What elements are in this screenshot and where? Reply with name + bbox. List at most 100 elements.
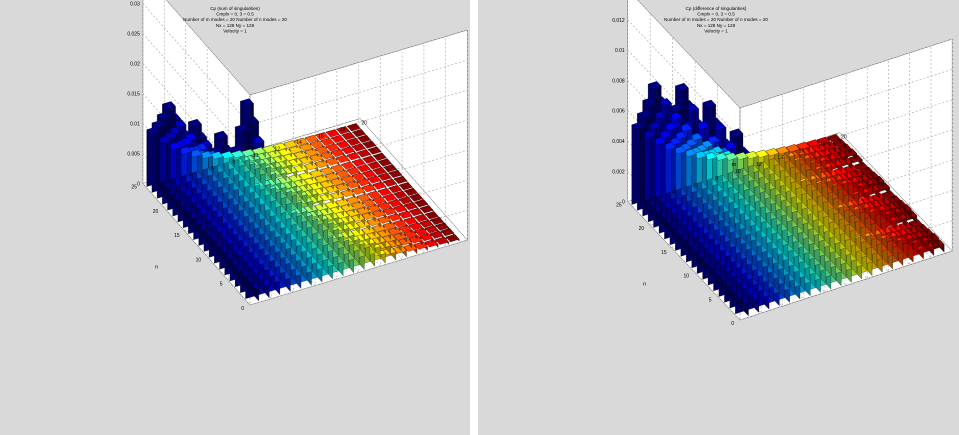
- z-tick-label: 0.025: [127, 31, 140, 37]
- x-tick-label: 2: [652, 197, 655, 203]
- bar-n16-m16: [325, 157, 340, 166]
- z-tick-label: 0.01: [615, 48, 625, 54]
- bar-n18-m18: [336, 140, 350, 149]
- bar-n11-m20: [393, 175, 408, 184]
- bar-n10-m20: [398, 182, 413, 191]
- bar-n5-m19: [414, 213, 429, 223]
- bar-n15-m20: [372, 152, 387, 161]
- y-tick-label: 25: [616, 203, 622, 209]
- tick-labels: 00.0020.0040.0060.0080.010.0120.01424681…: [612, 18, 847, 327]
- bar-n4-m16: [387, 227, 402, 237]
- bar-n6-m16: [377, 215, 392, 225]
- y-tick-label: 0: [731, 321, 734, 327]
- z-tick-label: 0.01: [130, 121, 140, 127]
- bar-series: [146, 98, 460, 302]
- bar-n12-m17: [356, 178, 371, 187]
- z-tick-label: 0.02: [130, 61, 140, 67]
- bar-n19-m15: [299, 143, 314, 152]
- bar-n17-m20: [362, 140, 377, 149]
- title-line-5: Velocity = 1: [223, 28, 247, 33]
- bar-n13-m19: [372, 166, 387, 176]
- title-line-2: Cmplx = 0, 3 = 0.5: [216, 12, 254, 17]
- bar-n12-m14: [325, 184, 339, 196]
- y-tick-label: 20: [153, 209, 159, 215]
- bar-n17-m17: [330, 148, 345, 157]
- bar-n13-m20: [383, 164, 398, 173]
- x-tick-label: 18: [820, 141, 826, 147]
- z-tick-label: 0.015: [127, 91, 140, 97]
- bar-n2-m19: [429, 230, 444, 239]
- bar-n9-m19: [393, 190, 408, 199]
- bar-n20-m19: [336, 126, 351, 135]
- bar-n11-m18: [372, 181, 387, 190]
- bar-n12-m15: [335, 182, 350, 193]
- bar-n16-m18: [346, 152, 361, 161]
- bar-n8-m18: [388, 199, 402, 208]
- y-gridline: [627, 0, 841, 203]
- bar-n3-m18: [414, 227, 428, 237]
- bar-n7-m19: [403, 201, 418, 211]
- y-axis-label: n: [643, 281, 646, 287]
- x-gridline: [818, 45, 932, 259]
- bar-n5-m17: [393, 219, 408, 228]
- bar-n5-m18: [403, 216, 418, 225]
- y-tick-label: 15: [661, 250, 667, 256]
- x-tick-label: 4: [189, 172, 192, 178]
- bar-n15-m14: [309, 169, 324, 178]
- x-gridline: [776, 59, 889, 273]
- x-tick-label: 10: [735, 169, 741, 175]
- bar-n18-m17: [325, 143, 340, 152]
- bar-n13-m18: [362, 169, 376, 178]
- bar-n17-m18: [341, 146, 356, 155]
- bar-n9-m14: [340, 203, 355, 214]
- bar-n19-m13: [278, 147, 293, 158]
- bar-n20-m13: [273, 142, 287, 152]
- tick-labels: 00.0050.010.0150.020.0250.030.0352468101…: [127, 1, 367, 312]
- figure-right: Cp (difference of singularities) Cmplx =…: [478, 0, 959, 435]
- title-line-2: Cmplx = 0, 3 = 0.5: [697, 12, 735, 17]
- x-tick-label: 10: [253, 153, 259, 159]
- x-tick-label: 8: [715, 176, 718, 182]
- bar-n3-m20: [435, 222, 450, 231]
- bar-n19-m20: [352, 128, 366, 138]
- bar-n15-m18: [351, 158, 366, 167]
- bar-n9-m16: [361, 198, 376, 207]
- bar-n8-m20: [409, 193, 424, 202]
- bar-n14-m14: [314, 174, 329, 184]
- bar-n14-m20: [378, 158, 392, 167]
- bar-n10-m18: [377, 187, 392, 196]
- bar-n4-m14: [366, 231, 381, 243]
- bar-n16-m20: [367, 146, 382, 155]
- bar-n17-m15: [309, 153, 324, 163]
- bar-n20-m11: [251, 146, 266, 158]
- x-tick-label: 12: [274, 147, 280, 153]
- bar-n20-m17: [315, 132, 330, 141]
- bar-n12-m19: [377, 172, 392, 181]
- bar-n17-m16: [320, 151, 335, 160]
- y-tick-label: 5: [220, 282, 223, 288]
- bar-n15-m16: [330, 164, 345, 173]
- bar-n17-m19: [351, 143, 366, 152]
- z-tick-label: 0.004: [612, 139, 625, 145]
- bar-n20-m14: [283, 140, 298, 149]
- z-gridline: [627, 19, 953, 139]
- bar-n15-m13: [299, 171, 313, 181]
- x-tick-label: 2: [167, 179, 170, 185]
- bar-n20-m20: [827, 133, 841, 144]
- title-line-1: Cp (difference of singularities): [686, 6, 747, 11]
- bar-n5-m13: [351, 228, 365, 240]
- bar-n20-m15: [294, 137, 308, 146]
- bar-n1-m20: [445, 234, 460, 243]
- bar-n14-m17: [346, 166, 361, 176]
- bar-n4-m20: [430, 216, 444, 225]
- bar-n16-m15: [314, 159, 329, 169]
- chart-title: Cp (difference of singularities) Cmplx =…: [664, 6, 768, 33]
- bar-n10-m15: [346, 195, 360, 205]
- bar-n19-m14: [288, 145, 303, 155]
- z-tick-label: 0: [622, 200, 625, 206]
- bar-n10-m17: [367, 190, 382, 199]
- x-axis-label: m: [732, 162, 737, 168]
- bar-n4-m17: [398, 224, 413, 234]
- bar-n18-m20: [357, 134, 372, 143]
- y-tick-label: 5: [709, 297, 712, 303]
